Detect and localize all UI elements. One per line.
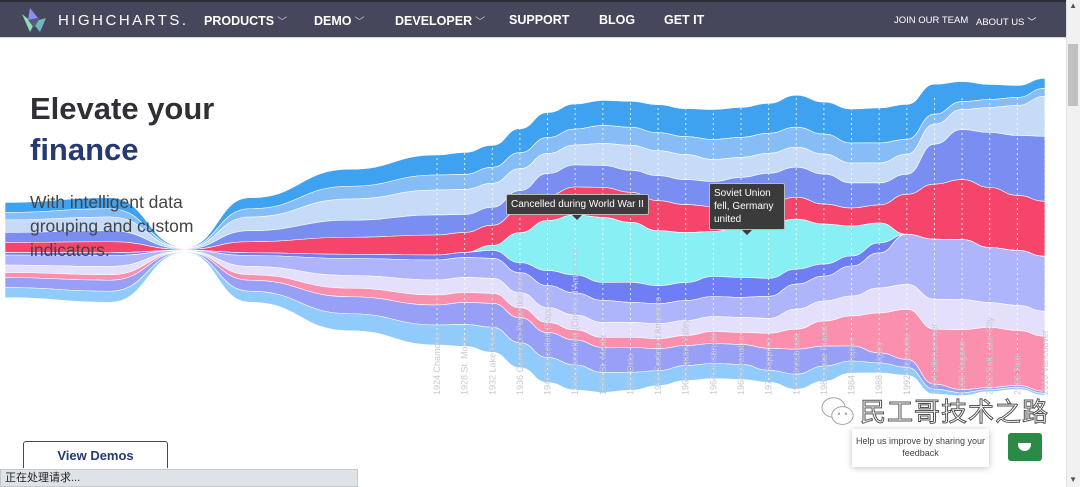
x-tick-label: 2002 Salt Lake City (985, 316, 995, 395)
scrollbar-thumb[interactable] (1068, 44, 1078, 106)
top-navigation: HIGHCHARTS. PRODUCTS ﹀ DEMO ﹀ DEVELOPER ﹀ S… (0, 0, 1066, 38)
x-tick-label: 1992 Albertville (902, 334, 912, 395)
nav-about-us[interactable]: ABOUT US ﹀ (976, 15, 1036, 28)
hero-subtitle: With intelligent data grouping and custo… (30, 192, 194, 260)
x-tick-label: 1940 Cancelled (Sapporo) (543, 290, 553, 395)
highcharts-logo-icon (22, 8, 46, 32)
nav-label: GET IT (664, 13, 705, 27)
nav-blog[interactable]: BLOG (599, 13, 635, 27)
chevron-down-icon: ﹀ (475, 17, 486, 28)
nav-label: DEMO (314, 14, 352, 28)
x-tick-label: 1976 Innsbruck (791, 333, 801, 395)
feedback-popup[interactable]: Help us improve by sharing your feedback (852, 429, 989, 467)
wechat-icon (821, 397, 854, 425)
x-tick-label: 1998 Nagano (957, 341, 967, 395)
nav-demo[interactable]: DEMO ﹀ (314, 13, 365, 28)
x-tick-label: 1956 Cortina d'Ampezzo (653, 297, 663, 395)
x-tick-label: 1960 Squaw Valley (681, 318, 691, 395)
nav-label: PRODUCTS (204, 14, 275, 28)
view-demos-button[interactable]: View Demos (23, 441, 168, 468)
x-tick-label: 1948 St. Moritz (598, 334, 608, 395)
nav-developer[interactable]: DEVELOPER ﹀ (395, 13, 485, 28)
scroll-down-icon[interactable]: ▼ (1069, 475, 1077, 484)
nav-label: JOIN OUR TEAM (894, 15, 969, 26)
annotation-tooltip: Soviet Union fell, Germany united (709, 183, 785, 235)
hero-title-line1: Elevate your (30, 91, 215, 126)
streamgraph-chart: 1924 Chamonix 1928 St. Moritz 1932 Lake Pl… (4, 77, 1050, 400)
x-tick-label: 1972 Sapporo (764, 338, 774, 395)
x-tick-label: 1994 Lillehammer (929, 323, 939, 395)
status-bar: 正在处理请求... (0, 469, 358, 487)
feedback-icon (1018, 443, 1031, 451)
highcharts-logo[interactable]: HIGHCHARTS. (22, 8, 189, 32)
hero-section: Elevate your finance With intelligent da… (30, 88, 220, 262)
scrollbar[interactable]: ▲ ▼ (1066, 0, 1080, 487)
nav-join-our-team[interactable]: JOIN OUR TEAM (894, 15, 968, 26)
x-tick-label: 2006 Turin (1012, 352, 1022, 395)
x-tick-label: 2010 Vancouver (1040, 330, 1050, 395)
chevron-down-icon: ﹀ (354, 17, 365, 28)
x-tick-label: 1932 Lake Placid (487, 326, 497, 395)
chevron-down-icon: ﹀ (1027, 17, 1037, 27)
x-tick-label: 1988 Calgary (874, 341, 884, 395)
x-tick-label: 1968 Grenoble (736, 335, 746, 395)
nav-label: SUPPORT (509, 13, 570, 27)
x-tick-label: 1936 Garmisch-Partenkirchen (515, 275, 525, 395)
x-tick-label: 1984 Sarajevo (847, 337, 857, 395)
scroll-up-icon[interactable]: ▲ (1069, 1, 1077, 10)
nav-label: DEVELOPER (395, 14, 473, 28)
brand-name: HIGHCHARTS. (58, 11, 189, 29)
hero-title-line2: finance (30, 132, 139, 167)
feedback-button[interactable] (1008, 433, 1042, 461)
nav-get-it[interactable]: GET IT (664, 13, 704, 27)
x-tick-label: 1964 Innsbruck (708, 333, 718, 395)
annotation-tooltip: Cancelled during World War II (506, 194, 649, 220)
stream-series-11[interactable] (4, 251, 1046, 396)
nav-label: BLOG (599, 13, 636, 27)
x-tick-label: 1980 Lake Placid (819, 326, 829, 395)
x-tick-label: 1928 St. Moritz (460, 334, 470, 395)
nav-products[interactable]: PRODUCTS ﹀ (204, 13, 287, 28)
x-tick-label: 1944 Cancelled (Cortina d'Ampezzo) (570, 248, 580, 395)
nav-label: ABOUT US (976, 17, 1025, 28)
nav-support[interactable]: SUPPORT (509, 13, 569, 27)
x-tick-label: 1952 Oslo (625, 354, 635, 395)
chevron-down-icon: ﹀ (277, 17, 288, 28)
x-tick-label: 1924 Chamonix (432, 331, 442, 395)
